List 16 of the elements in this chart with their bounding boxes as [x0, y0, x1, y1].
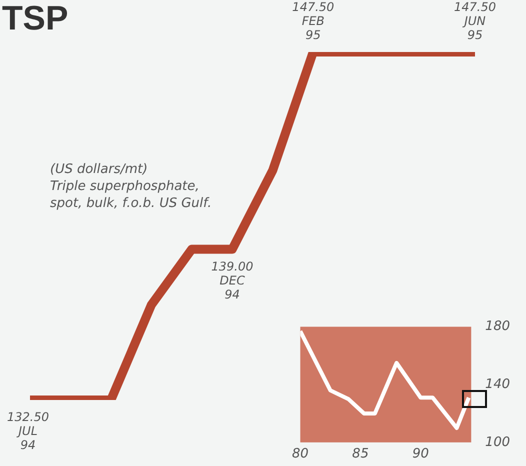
category-label: FEB 95 — [302, 14, 325, 42]
x-tick-label: 90 — [412, 446, 429, 462]
x-tick-label: 85 — [352, 446, 369, 462]
category-label: JUL 94 — [18, 424, 38, 452]
category-label: DEC 94 — [220, 273, 245, 302]
y-tick-label: 100 — [485, 434, 510, 450]
chart-title: TSP — [2, 0, 68, 38]
data-label: 139.00 — [211, 259, 254, 274]
data-label: 132.50 — [7, 410, 50, 424]
data-label: 147.50 — [454, 0, 496, 14]
category-label: JUN 95 — [464, 14, 486, 42]
x-tick-label: 80 — [292, 446, 309, 462]
y-tick-label: 180 — [485, 319, 510, 334]
annotation: (US dollars/mt) Triple superphosphate, spot, bulk, f.o.b. US Gulf. — [50, 162, 212, 211]
data-label: 147.50 — [292, 0, 335, 14]
y-tick-label: 140 — [485, 376, 510, 392]
